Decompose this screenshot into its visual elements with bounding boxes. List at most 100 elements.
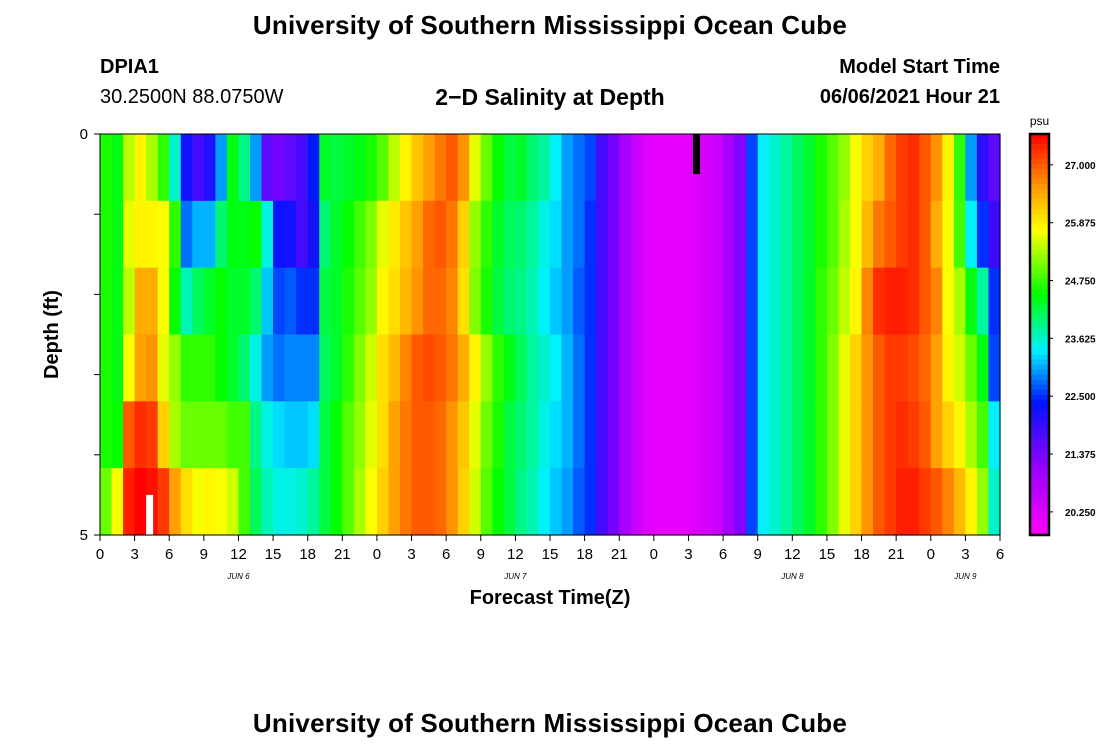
heatmap-cell [815,334,828,402]
heatmap-cell [711,267,724,336]
heatmap-cell [676,468,690,536]
heatmap-cell [988,267,1001,336]
heatmap-cell [423,334,436,402]
x-tick-label: 9 [477,546,485,563]
heatmap-cell [250,468,263,536]
heatmap-cell [538,267,551,336]
heatmap-cell [319,334,332,402]
heatmap-cell [296,334,309,402]
heatmap-cell [342,334,355,402]
heatmap-cell [434,401,447,469]
heatmap-cell [630,134,643,202]
heatmap-cell [665,200,678,269]
x-tick-label: 15 [542,546,559,563]
heatmap-cell [180,134,193,202]
heatmap-cell [400,200,413,269]
heatmap-cell [826,267,840,336]
missing-markers [146,134,701,535]
heatmap-cell [515,200,528,269]
heatmap-cell [769,468,782,536]
heatmap-cell [723,200,736,269]
heatmap-cell [953,200,966,269]
heatmap-cell [526,200,540,269]
heatmap-cell [873,334,886,402]
heatmap-cell [780,468,793,536]
colorbar-swatch [1030,329,1049,336]
heatmap-cell [203,334,216,402]
heatmap-cell [838,468,851,536]
heatmap-cell [630,401,643,469]
heatmap-cell [330,200,343,269]
heatmap-cell [907,267,920,336]
heatmap-cell [919,267,932,336]
colorbar-swatch [1030,214,1049,220]
x-tick-label: 3 [407,546,415,563]
heatmap-cell [584,401,597,469]
colorbar-swatch [1030,399,1049,406]
heatmap-cell [388,267,401,336]
heatmap-cell [826,468,840,536]
heatmap-cell [700,401,713,469]
colorbar-swatch [1030,464,1049,471]
heatmap-cell [261,200,274,269]
heatmap-cell [757,468,770,536]
heatmap-cell [723,334,736,402]
heatmap-cell [746,468,759,536]
heatmap-cell [700,267,713,336]
colorbar-swatch [1030,239,1049,245]
y-tick-label: 0 [80,126,88,143]
heatmap-cell [896,468,909,536]
heatmap-cell [573,468,586,536]
heatmap-cell [942,334,955,402]
x-tick-label: 0 [373,546,381,563]
colorbar-swatch [1030,234,1049,240]
heatmap-cell [434,334,447,402]
heatmap-cell [988,334,1001,402]
heatmap-cell [723,401,736,469]
colorbar-swatch [1030,154,1049,160]
colorbar-swatch [1030,209,1049,215]
heatmap-cell [307,401,320,469]
colorbar: 27.000 25.875 24.750 23.625 22.500 21.375 20.2… [1028,132,1096,537]
heatmap-cell [919,468,932,536]
heatmap-cell [780,334,793,402]
heatmap-cell [261,134,274,202]
heatmap-cell [665,468,678,536]
heatmap-cell [538,468,551,536]
heatmap-cell [388,334,401,402]
heatmap-cell [550,200,563,269]
heatmap-cell [953,267,966,336]
date-label: JUN 7 [503,572,527,581]
heatmap-cell [284,334,297,402]
heatmap-cell [446,134,459,202]
heatmap-cell [884,267,897,336]
heatmap-cell [342,134,355,202]
heatmap-cell [515,134,528,202]
x-tick-label: 15 [265,546,282,563]
heatmap-cell [826,401,840,469]
heatmap-cell [734,468,747,536]
heatmap-cell [215,134,228,202]
heatmap-cell [319,401,332,469]
heatmap-cell [238,200,251,269]
heatmap-cell [561,200,574,269]
footer-title: University of Southern Mississippi Ocean… [252,708,848,738]
x-tick-label: 0 [96,546,104,563]
heatmap-cell [157,200,170,269]
heatmap-cell [711,401,724,469]
heatmap-cell [330,468,343,536]
heatmap-cell [792,334,805,402]
heatmap-cell [734,134,747,202]
heatmap-cell [850,334,863,402]
heatmap-cell [538,401,551,469]
heatmap-cell [769,334,782,402]
heatmap-cell [169,134,182,202]
heatmap-cell [273,200,286,269]
x-tick-label: 6 [719,546,727,563]
heatmap-cell [676,134,690,202]
heatmap-cell [180,468,193,536]
heatmap-cell [457,134,470,202]
heatmap-cell [376,468,390,536]
heatmap-cell [642,267,655,336]
